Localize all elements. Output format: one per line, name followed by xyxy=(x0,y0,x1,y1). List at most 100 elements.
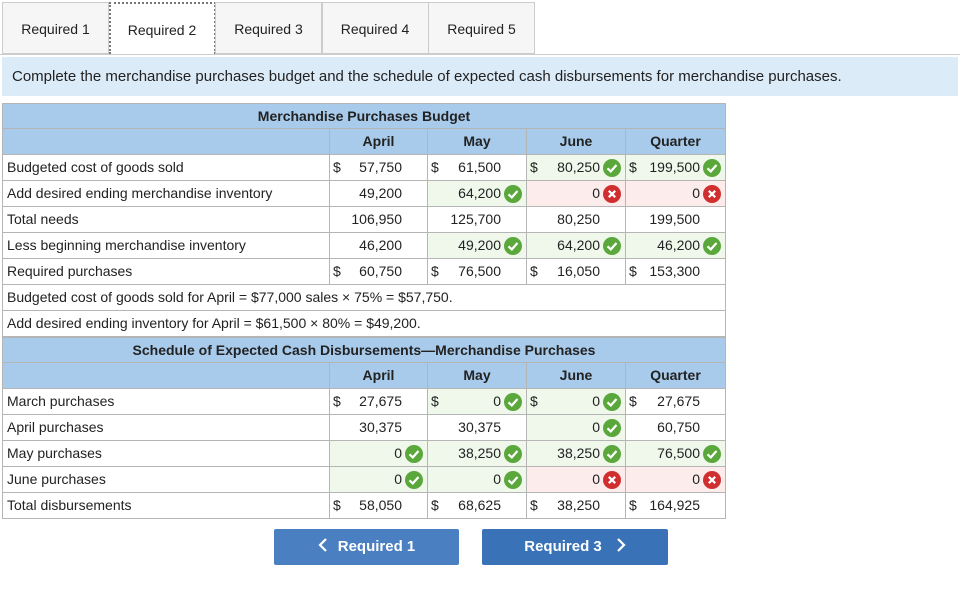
tab[interactable]: Required 1 xyxy=(2,2,109,54)
value-cell[interactable]: 49,200 xyxy=(428,233,527,259)
value-cell[interactable]: 64,200 xyxy=(428,181,527,207)
cell-value: 64,200 xyxy=(557,237,600,253)
dollar-sign: $ xyxy=(530,159,538,175)
cell-value: 125,700 xyxy=(450,211,501,227)
cell-value: 38,250 xyxy=(557,497,600,513)
cross-icon xyxy=(603,471,621,489)
cell-value: 27,675 xyxy=(657,393,700,409)
tab[interactable]: Required 4 xyxy=(321,2,429,54)
value-cell: $16,050 xyxy=(527,259,626,285)
tab[interactable]: Required 5 xyxy=(428,2,535,54)
row-label: March purchases xyxy=(2,389,330,415)
value-cell[interactable]: 38,250 xyxy=(527,441,626,467)
value-cell: 106,950 xyxy=(330,207,428,233)
chevron-left xyxy=(318,538,327,552)
cell-value: 0 xyxy=(592,471,600,487)
cell-value: 16,050 xyxy=(557,263,600,279)
dollar-sign: $ xyxy=(333,263,341,279)
value-cell: $27,675 xyxy=(330,389,428,415)
value-cell: 60,750 xyxy=(626,415,726,441)
value-cell[interactable]: 0 xyxy=(527,181,626,207)
cell-value: 49,200 xyxy=(359,185,402,201)
value-cell: $57,750 xyxy=(330,155,428,181)
cell-value: 0 xyxy=(592,393,600,409)
value-cell[interactable]: $199,500 xyxy=(626,155,726,181)
check-icon xyxy=(504,393,522,411)
cell-value: 46,200 xyxy=(657,237,700,253)
value-cell: $60,750 xyxy=(330,259,428,285)
value-cell[interactable]: 0 xyxy=(428,467,527,493)
row-label: Less beginning merchandise inventory xyxy=(2,233,330,259)
value-cell: $76,500 xyxy=(428,259,527,285)
value-cell[interactable]: 0 xyxy=(330,441,428,467)
dollar-sign: $ xyxy=(431,159,439,175)
cross-icon xyxy=(603,185,621,203)
header-blank xyxy=(2,363,330,389)
value-cell[interactable]: 0 xyxy=(330,467,428,493)
cell-value: 49,200 xyxy=(458,237,501,253)
next-label: Required 3 xyxy=(524,538,602,555)
cell-value: 60,750 xyxy=(359,263,402,279)
check-icon xyxy=(603,237,621,255)
check-icon xyxy=(504,471,522,489)
value-cell[interactable]: 0 xyxy=(527,467,626,493)
tab[interactable]: Required 2 xyxy=(108,2,216,54)
cell-value: 0 xyxy=(394,445,402,461)
row-label: May purchases xyxy=(2,441,330,467)
column-header: April xyxy=(330,129,428,155)
value-cell: $68,625 xyxy=(428,493,527,519)
chevron-right xyxy=(616,538,626,552)
column-header: June xyxy=(527,363,626,389)
column-header: April xyxy=(330,363,428,389)
cross-icon xyxy=(703,471,721,489)
value-cell[interactable]: 0 xyxy=(626,467,726,493)
cell-value: 0 xyxy=(592,185,600,201)
cell-value: 30,375 xyxy=(458,419,501,435)
instruction: Complete the merchandise purchases budge… xyxy=(2,57,958,96)
check-icon xyxy=(504,445,522,463)
cell-value: 0 xyxy=(692,471,700,487)
cell-value: 106,950 xyxy=(351,211,402,227)
table-title: Schedule of Expected Cash Disbursements—… xyxy=(2,337,726,363)
row-label: Budgeted cost of goods sold xyxy=(2,155,330,181)
table-title: Merchandise Purchases Budget xyxy=(2,103,726,129)
cell-value: 30,375 xyxy=(359,419,402,435)
value-cell: $38,250 xyxy=(527,493,626,519)
prev-button[interactable]: Required 1 xyxy=(274,529,459,565)
value-cell[interactable]: $0 xyxy=(527,389,626,415)
dollar-sign: $ xyxy=(333,393,341,409)
column-header: May xyxy=(428,129,527,155)
value-cell[interactable]: 38,250 xyxy=(428,441,527,467)
cell-value: 64,200 xyxy=(458,185,501,201)
check-icon xyxy=(703,159,721,177)
value-cell[interactable]: $0 xyxy=(428,389,527,415)
value-cell[interactable]: 76,500 xyxy=(626,441,726,467)
value-cell[interactable]: 46,200 xyxy=(626,233,726,259)
cell-value: 0 xyxy=(692,185,700,201)
dollar-sign: $ xyxy=(431,393,439,409)
check-icon xyxy=(504,237,522,255)
cell-value: 27,675 xyxy=(359,393,402,409)
cell-value: 153,300 xyxy=(649,263,700,279)
value-cell[interactable]: 0 xyxy=(527,415,626,441)
cell-value: 0 xyxy=(493,393,501,409)
cell-value: 38,250 xyxy=(557,445,600,461)
value-cell: 125,700 xyxy=(428,207,527,233)
next-button[interactable]: Required 3 xyxy=(482,529,668,565)
value-cell[interactable]: 64,200 xyxy=(527,233,626,259)
value-cell: $164,925 xyxy=(626,493,726,519)
value-cell[interactable]: 0 xyxy=(626,181,726,207)
row-label: Required purchases xyxy=(2,259,330,285)
column-header: June xyxy=(527,129,626,155)
dollar-sign: $ xyxy=(431,497,439,513)
tab[interactable]: Required 3 xyxy=(215,2,322,54)
check-icon xyxy=(603,393,621,411)
check-icon xyxy=(703,445,721,463)
prev-label: Required 1 xyxy=(337,538,416,555)
value-cell[interactable]: $80,250 xyxy=(527,155,626,181)
column-header: May xyxy=(428,363,527,389)
cross-icon xyxy=(703,185,721,203)
cell-value: 68,625 xyxy=(458,497,501,513)
value-cell: 30,375 xyxy=(428,415,527,441)
value-cell: 46,200 xyxy=(330,233,428,259)
